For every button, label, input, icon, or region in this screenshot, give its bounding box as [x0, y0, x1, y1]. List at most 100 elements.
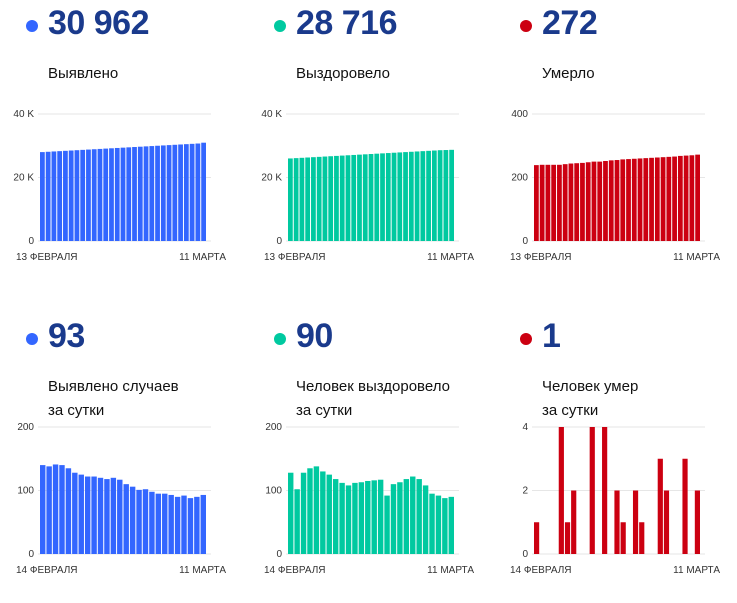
bar: [558, 427, 564, 554]
bar: [59, 465, 65, 554]
bar: [414, 151, 420, 241]
stat-label: Умерло: [542, 62, 595, 86]
bar: [557, 164, 562, 241]
bar: [84, 476, 91, 554]
bar: [672, 156, 677, 241]
bar: [677, 155, 683, 241]
bar: [403, 479, 410, 554]
bar: [345, 155, 351, 241]
bar: [97, 148, 103, 241]
bar: [65, 468, 72, 554]
bar: [660, 157, 666, 241]
y-tick-label: 4: [522, 422, 528, 433]
x-start-label: 13 ФЕВРАЛЯ: [16, 252, 78, 263]
bar: [68, 150, 74, 241]
bar: [666, 156, 672, 241]
stat-label: Выявлено: [48, 62, 118, 86]
legend-dot: [520, 20, 532, 32]
bar: [109, 148, 114, 241]
x-start-label: 13 ФЕВРАЛЯ: [264, 252, 326, 263]
y-tick-label: 0: [522, 549, 528, 560]
bar: [293, 158, 299, 241]
bar: [631, 158, 637, 241]
bar: [649, 157, 654, 241]
bar: [689, 155, 695, 241]
bar: [637, 158, 643, 241]
bar: [57, 151, 63, 241]
bar: [545, 164, 551, 241]
bar: [408, 151, 414, 241]
stat-label: Выздоровело: [296, 62, 390, 86]
x-end-label: 11 МАРТА: [179, 565, 226, 576]
bar: [339, 482, 345, 554]
bar: [104, 479, 110, 554]
bar: [322, 156, 328, 241]
bar: [294, 489, 300, 554]
bar: [126, 147, 132, 241]
bar: [201, 142, 206, 241]
y-tick-label: 20 K: [13, 173, 34, 184]
bar: [564, 522, 571, 554]
x-start-label: 14 ФЕВРАЛЯ: [510, 565, 572, 576]
bar: [149, 491, 155, 554]
bar: [143, 146, 149, 241]
bar: [442, 498, 448, 554]
bar-chart: 0 100 200 14 ФЕВРАЛЯ 11 МАРТА: [264, 422, 474, 576]
stat-panel: 1 Человек умер за сутки 0 2 4 14 ФЕВРАЛЯ 11 МАР…: [494, 313, 734, 603]
stat-label-line: Выявлено: [48, 65, 119, 82]
bar: [448, 496, 454, 554]
bar: [568, 163, 574, 241]
bar: [374, 153, 380, 241]
y-tick-label: 200: [511, 173, 528, 184]
stat-panel: 30 962 Выявлено 0 20 K 40 K 13 ФЕВРАЛЯ 11 МАРТ…: [0, 0, 240, 290]
bar: [160, 145, 166, 241]
bar: [132, 147, 137, 241]
bar-chart: 0 2 4 14 ФЕВРАЛЯ 11 МАРТА: [510, 422, 720, 576]
bar: [632, 490, 639, 554]
bar: [91, 149, 97, 241]
bar: [431, 150, 437, 241]
bar: [449, 149, 454, 241]
bar: [694, 490, 700, 554]
bar: [437, 150, 443, 241]
bar: [313, 466, 320, 554]
legend-dot: [520, 333, 532, 345]
y-tick-label: 40 K: [261, 109, 282, 120]
bar-chart: 0 20 K 40 K 13 ФЕВРАЛЯ 11 МАРТА: [13, 109, 226, 263]
bar: [380, 153, 385, 241]
legend-dot: [274, 20, 286, 32]
x-start-label: 14 ФЕВРАЛЯ: [16, 565, 78, 576]
bar: [166, 145, 172, 241]
bar: [597, 161, 603, 241]
y-tick-label: 20 K: [261, 173, 282, 184]
x-end-label: 11 МАРТА: [427, 252, 474, 263]
bar: [40, 152, 45, 241]
x-start-label: 14 ФЕВРАЛЯ: [264, 565, 326, 576]
bar: [657, 458, 663, 554]
bar: [155, 493, 162, 554]
stat-label-line: Умерло: [542, 65, 595, 82]
y-tick-label: 100: [17, 486, 34, 497]
stat-panel: 272 Умерло 0 200 400 13 ФЕВРАЛЯ 11 МАРТА: [494, 0, 734, 290]
bar: [332, 479, 339, 554]
x-end-label: 11 МАРТА: [673, 565, 720, 576]
bar: [51, 151, 57, 241]
bar-chart: 0 100 200 14 ФЕВРАЛЯ 11 МАРТА: [16, 422, 226, 576]
bar: [614, 490, 620, 554]
stat-panel: 28 716 Выздоровело 0 20 K 40 K 13 ФЕВРАЛЯ 11 М…: [248, 0, 488, 290]
stat-panel: 90 Человек выздоровело за сутки 0 100 200 14 Ф…: [248, 313, 488, 603]
y-tick-label: 2: [522, 486, 528, 497]
bar: [195, 143, 201, 241]
bar: [339, 155, 345, 241]
bar: [357, 154, 362, 241]
bar: [288, 472, 294, 554]
bar: [385, 153, 391, 241]
bar: [534, 522, 540, 554]
bar: [316, 156, 322, 241]
stat-value: 30 962: [48, 4, 150, 42]
bar: [91, 476, 97, 554]
bar: [86, 149, 91, 241]
bar: [643, 158, 649, 241]
stat-label-line: Выздоровело: [296, 65, 391, 82]
bar: [136, 489, 142, 554]
